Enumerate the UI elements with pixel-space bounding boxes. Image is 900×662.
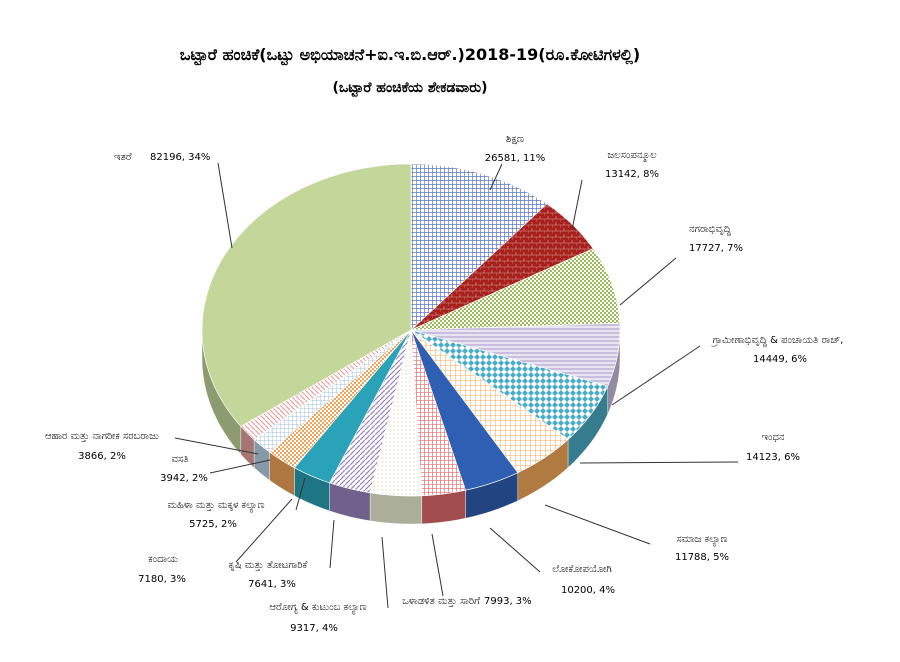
slice-label-value: 82196, 34%	[150, 152, 210, 163]
pie-side-walls	[201, 329, 621, 525]
slice-label-value: 7641, 3%	[248, 579, 296, 590]
slice-label-value: 26581, 11%	[485, 153, 545, 164]
slice-label-home-transport: ಒಳಾಡಳಿತ ಮತ್ತು ಸಾರಿಗೆ 7993, 3%	[402, 596, 532, 607]
slice-label-value: 3942, 2%	[160, 473, 208, 484]
slice-label-name: ಇತರೆ	[114, 152, 132, 163]
slice-label-name: ಆರೋಗ್ಯ & ಕುಟುಂಬ ಕಲ್ಯಾಣ	[269, 602, 366, 614]
slice-label-value: 9317, 4%	[290, 623, 338, 634]
leader-line-rural-development	[611, 345, 701, 406]
slice-label-value: 14449, 6%	[753, 354, 807, 365]
slice-label-housing: ವಸತಿ 3942, 2%	[160, 454, 208, 484]
slice-label-urban-development: ನಗರಾಭಿವೃದ್ಧಿ 17727, 7%	[689, 224, 743, 254]
slice-label-value: 7993, 3%	[484, 596, 532, 607]
leader-line-women-child	[295, 477, 306, 511]
slice-label-name: ಸಮಾಜ ಕಲ್ಯಾಣ	[676, 534, 727, 546]
slice-label-value: 10200, 4%	[561, 585, 615, 596]
pie-slice-others	[201, 163, 412, 427]
leader-line-education	[489, 163, 503, 191]
slice-label-name: ಗ್ರಾಮೀಣಾಭಿವೃದ್ಧಿ & ಪಂಚಾಯತಿ ರಾಜ್,	[710, 335, 843, 347]
pie-slice-education	[410, 163, 548, 331]
slice-label-social-welfare: ಸಮಾಜ ಕಲ್ಯಾಣ 11788, 5%	[675, 534, 729, 563]
leader-line-revenue	[235, 498, 293, 563]
slice-label-name: ಕಂದಾಯ	[148, 554, 178, 565]
slice-label-food-supplies: ಆಹಾರ ಮತ್ತು ನಾಗರೀಕ ಸರಬರಾಜು 3866, 2%	[45, 431, 159, 462]
slice-label-water-resources: ಜಲಸಂಪನ್ಮೂಲ 13142, 8%	[605, 150, 659, 180]
slice-label-name: ಕೃಷಿ ಮತ್ತು ತೋಟಗಾರಿಕೆ	[229, 560, 309, 571]
slice-label-value: 7180, 3%	[138, 574, 186, 585]
slice-label-value: 14123, 6%	[746, 452, 800, 463]
chart-subtitle: (ಒಟ್ಟಾರೆ ಹಂಚಿಕೆಯ ಶೇಕಡವಾರು)	[332, 80, 487, 98]
slice-label-value: 17727, 7%	[689, 243, 743, 254]
slice-label-energy: ಇಂಧನ 14123, 6%	[746, 432, 800, 463]
slice-label-value: 13142, 8%	[605, 169, 659, 180]
pie-slice-urban-development	[410, 248, 621, 331]
pie-top-slices	[201, 163, 621, 497]
leader-line-food-supplies	[174, 437, 259, 455]
slice-label-public-works: ಲೋಕೋಪಯೋಗಿ 10200, 4%	[552, 564, 615, 596]
pie-side-health	[369, 492, 422, 525]
slice-label-value: 3866, 2%	[78, 451, 126, 462]
leader-line-energy	[579, 461, 739, 464]
slice-label-name: ಆಹಾರ ಮತ್ತು ನಾಗರೀಕ ಸರಬರಾಜು	[45, 431, 159, 442]
slice-label-value: 5725, 2%	[189, 519, 237, 530]
slice-label-rural-development: ಗ್ರಾಮೀಣಾಭಿವೃದ್ಧಿ & ಪಂಚಾಯತಿ ರಾಜ್, 14449, …	[710, 335, 843, 365]
slice-label-name: ಜಲಸಂಪನ್ಮೂಲ	[607, 150, 657, 162]
slice-label-name: ಇಂಧನ	[762, 432, 785, 443]
slice-label-name: ಲೋಕೋಪಯೋಗಿ	[552, 564, 612, 575]
leader-line-water-resources	[571, 179, 583, 231]
leader-line-urban-development	[619, 257, 677, 306]
leader-line-agriculture	[329, 519, 335, 569]
leader-line-public-works	[489, 527, 541, 573]
slice-label-name: ಶಿಕ್ಷಣ	[506, 134, 524, 145]
chart-title: ಒಟ್ಟಾರೆ ಹಂಚಿಕೆ(ಒಟ್ಟು ಅಭಿಯಾಚನೆ+ಐ.ಇ.ಬಿ.ಆರ್…	[180, 45, 640, 67]
slice-label-value: 11788, 5%	[675, 552, 729, 563]
leader-line-social-welfare	[544, 504, 651, 545]
leader-line-others	[217, 162, 233, 249]
slice-label-name: ವಸತಿ	[171, 454, 188, 465]
leader-line-home-transport	[431, 533, 444, 597]
slice-label-others: ಇತರೆ 82196, 34%	[114, 152, 210, 163]
slice-label-health: ಆರೋಗ್ಯ & ಕುಟುಂಬ ಕಲ್ಯಾಣ 9317, 4%	[269, 602, 366, 634]
leader-lines	[174, 162, 739, 609]
slice-label-name: ಒಳಾಡಳಿತ ಮತ್ತು ಸಾರಿಗೆ	[402, 596, 481, 607]
leader-line-housing	[209, 459, 271, 474]
slice-label-agriculture: ಕೃಷಿ ಮತ್ತು ತೋಟಗಾರಿಕೆ 7641, 3%	[229, 560, 309, 590]
leader-line-health	[381, 536, 389, 609]
slice-label-women-child: ಮಹಿಳಾ ಮತ್ತು ಮಕ್ಕಳ ಕಲ್ಯಾಣ 5725, 2%	[167, 500, 264, 530]
slice-label-name: ನಗರಾಭಿವೃದ್ಧಿ	[689, 224, 731, 236]
slice-label-name: ಮಹಿಳಾ ಮತ್ತು ಮಕ್ಕಳ ಕಲ್ಯಾಣ	[167, 500, 264, 512]
slice-label-education: ಶಿಕ್ಷಣ 26581, 11%	[485, 134, 545, 164]
slice-label-revenue: ಕಂದಾಯ 7180, 3%	[138, 554, 186, 585]
